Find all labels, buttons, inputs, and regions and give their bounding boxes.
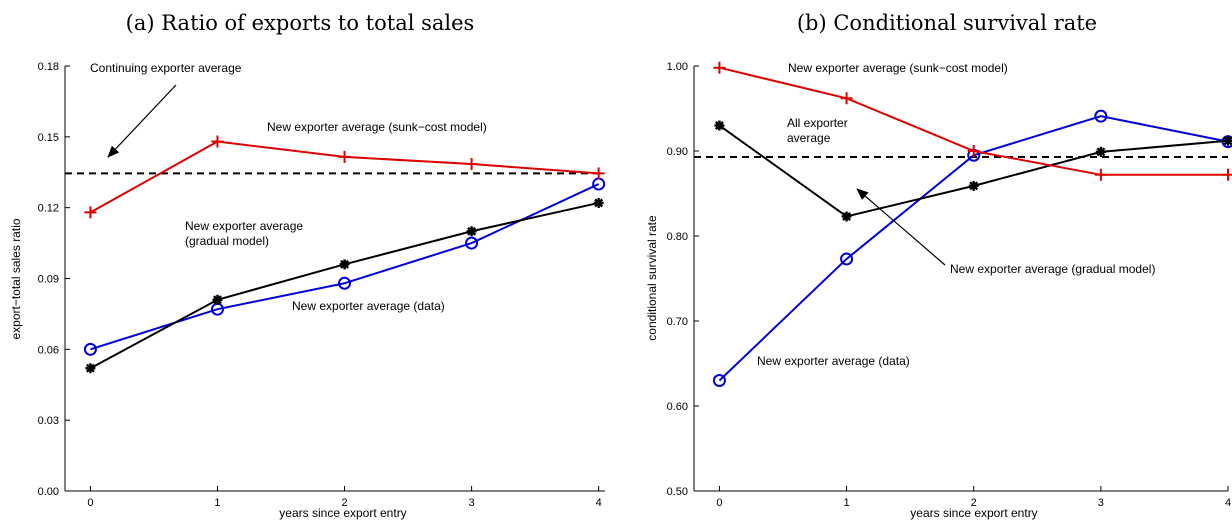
data-point xyxy=(840,252,854,266)
x-tick-label: 1 xyxy=(844,497,850,509)
y-axis: 0.00 0.03 0.06 0.09 0.12 0.15 0.18 xyxy=(38,61,70,498)
data-point xyxy=(1222,168,1232,181)
y-tick-label: 0.90 xyxy=(667,146,688,158)
y-axis-label: export−total sales ratio xyxy=(9,218,23,339)
data-point xyxy=(465,236,479,250)
annotation-all-exporter-line1: All exporter xyxy=(787,116,848,130)
x-tick-label: 1 xyxy=(214,497,220,509)
y-tick-label: 0.03 xyxy=(38,415,59,427)
data-point xyxy=(211,135,224,148)
x-tick-label: 0 xyxy=(716,497,722,509)
annotation-continuing-average: Continuing exporter average xyxy=(90,61,242,75)
data-point xyxy=(84,206,97,219)
data-point xyxy=(338,276,352,290)
annotation-all-exporter-line2: average xyxy=(787,131,831,145)
y-tick-label: 1.00 xyxy=(667,61,688,73)
annotation-layer: Continuing exporter average New exporter… xyxy=(90,61,487,313)
series-gradual xyxy=(714,120,1232,222)
annotation-gradual-line2: (gradual model) xyxy=(185,234,269,248)
y-tick-label: 0.09 xyxy=(38,274,59,286)
x-tick-label: 3 xyxy=(1098,497,1104,509)
x-tick-label: 4 xyxy=(1225,497,1231,509)
series-line xyxy=(89,201,599,370)
data-point xyxy=(713,61,726,74)
data-point xyxy=(714,120,725,131)
annotation-data: New exporter average (data) xyxy=(757,354,910,368)
y-tick-label: 0.06 xyxy=(38,344,59,356)
x-tick-label: 3 xyxy=(469,497,475,509)
annotation-gradual: New exporter average (gradual model) xyxy=(950,262,1155,276)
x-axis: 0 1 2 3 4 xyxy=(694,486,1231,509)
series-layer xyxy=(83,135,606,374)
annotation-sunk-cost: New exporter average (sunk−cost model) xyxy=(267,120,487,134)
x-axis-label: years since export entry xyxy=(279,506,406,520)
data-point xyxy=(85,363,96,374)
series-layer xyxy=(712,61,1232,387)
y-tick-label: 0.70 xyxy=(667,316,688,328)
data-point xyxy=(1095,146,1106,157)
series-sunk xyxy=(713,61,1232,181)
data-point xyxy=(338,150,351,163)
annotation-layer: New exporter average (sunk−cost model) A… xyxy=(757,61,1155,368)
data-point xyxy=(840,92,853,105)
x-tick-label: 0 xyxy=(87,497,93,509)
y-tick-label: 0.12 xyxy=(38,203,59,215)
data-point xyxy=(83,342,97,356)
x-axis: 0 1 2 3 4 xyxy=(65,486,605,509)
data-point xyxy=(841,211,852,222)
annotation-arrow xyxy=(856,188,946,266)
data-point xyxy=(466,226,477,237)
x-tick-label: 2 xyxy=(341,497,347,509)
x-tick-label: 2 xyxy=(971,497,977,509)
data-point xyxy=(465,157,478,170)
y-tick-label: 0.80 xyxy=(667,231,688,243)
y-axis-label: conditional survival rate xyxy=(645,215,659,341)
chart-title: (b) Conditional survival rate xyxy=(797,11,1097,35)
y-tick-label: 0.50 xyxy=(667,486,688,498)
x-axis-label: years since export entry xyxy=(910,506,1037,520)
series-gradual xyxy=(85,197,604,374)
x-tick-label: 4 xyxy=(596,497,602,509)
chart-panel-survival-rate: (b) Conditional survival rate 0.500.600.… xyxy=(645,11,1232,520)
data-point xyxy=(592,167,605,180)
annotation-sunk-cost: New exporter average (sunk−cost model) xyxy=(788,61,1008,75)
annotation-gradual-line1: New exporter average xyxy=(185,219,303,233)
data-point xyxy=(1094,109,1108,123)
y-tick-label: 0.18 xyxy=(38,61,59,73)
data-point xyxy=(593,197,604,208)
series-sunk xyxy=(84,135,605,219)
annotation-data: New exporter average (data) xyxy=(292,299,445,313)
data-point xyxy=(968,180,979,191)
data-point xyxy=(712,374,726,387)
data-point xyxy=(967,145,980,157)
y-axis: 0.50 0.60 0.70 0.80 0.90 1.00 xyxy=(667,61,699,498)
chart-title: (a) Ratio of exports to total sales xyxy=(126,11,475,35)
data-point xyxy=(1223,135,1232,146)
annotation-arrow xyxy=(107,84,177,158)
chart-panel-export-ratio: (a) Ratio of exports to total sales 0.00… xyxy=(9,11,606,520)
y-tick-label: 0.60 xyxy=(667,401,688,413)
y-tick-label: 0.15 xyxy=(38,132,59,144)
y-tick-label: 0.00 xyxy=(38,486,59,498)
data-point xyxy=(339,259,350,270)
data-point xyxy=(1094,168,1107,181)
data-point xyxy=(212,294,223,305)
